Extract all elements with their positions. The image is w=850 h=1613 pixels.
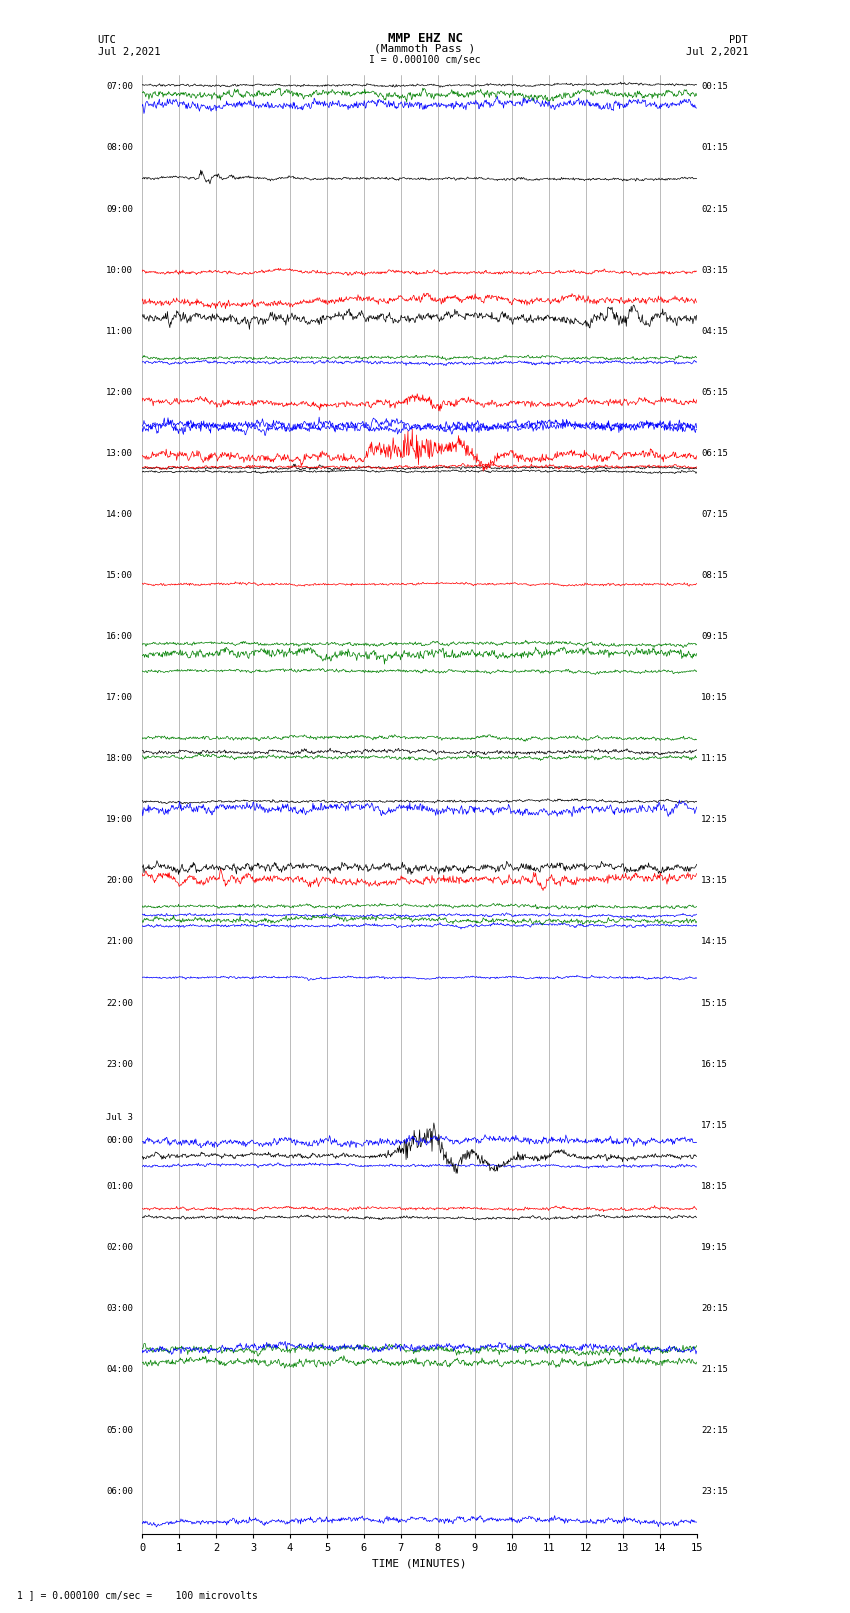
- Text: (Mammoth Pass ): (Mammoth Pass ): [374, 44, 476, 53]
- Text: Jul 2,2021: Jul 2,2021: [98, 47, 161, 56]
- Text: 16:00: 16:00: [106, 632, 133, 640]
- Text: 17:15: 17:15: [701, 1121, 728, 1129]
- Text: 11:15: 11:15: [701, 755, 728, 763]
- Text: 14:00: 14:00: [106, 510, 133, 519]
- Text: 20:15: 20:15: [701, 1303, 728, 1313]
- Text: 03:00: 03:00: [106, 1303, 133, 1313]
- Text: 22:15: 22:15: [701, 1426, 728, 1436]
- Text: 14:15: 14:15: [701, 937, 728, 947]
- Text: 02:00: 02:00: [106, 1244, 133, 1252]
- Text: 12:15: 12:15: [701, 815, 728, 824]
- Text: 19:00: 19:00: [106, 815, 133, 824]
- Text: 01:00: 01:00: [106, 1182, 133, 1190]
- Text: 07:15: 07:15: [701, 510, 728, 519]
- Text: 18:15: 18:15: [701, 1182, 728, 1190]
- Text: 04:15: 04:15: [701, 327, 728, 336]
- Text: 15:00: 15:00: [106, 571, 133, 581]
- Text: 10:00: 10:00: [106, 266, 133, 274]
- Text: 08:15: 08:15: [701, 571, 728, 581]
- Text: 10:15: 10:15: [701, 694, 728, 702]
- Text: 02:15: 02:15: [701, 205, 728, 213]
- Text: 23:00: 23:00: [106, 1060, 133, 1068]
- Text: 00:15: 00:15: [701, 82, 728, 92]
- Text: Jul 2,2021: Jul 2,2021: [685, 47, 748, 56]
- Text: 17:00: 17:00: [106, 694, 133, 702]
- Text: 1 ] = 0.000100 cm/sec =    100 microvolts: 1 ] = 0.000100 cm/sec = 100 microvolts: [17, 1590, 258, 1600]
- Text: UTC: UTC: [98, 35, 116, 45]
- X-axis label: TIME (MINUTES): TIME (MINUTES): [372, 1560, 467, 1569]
- Text: 15:15: 15:15: [701, 998, 728, 1008]
- Text: 04:00: 04:00: [106, 1365, 133, 1374]
- Text: PDT: PDT: [729, 35, 748, 45]
- Text: 20:00: 20:00: [106, 876, 133, 886]
- Text: 16:15: 16:15: [701, 1060, 728, 1068]
- Text: 21:15: 21:15: [701, 1365, 728, 1374]
- Text: 05:00: 05:00: [106, 1426, 133, 1436]
- Text: 21:00: 21:00: [106, 937, 133, 947]
- Text: 01:15: 01:15: [701, 144, 728, 153]
- Text: MMP EHZ NC: MMP EHZ NC: [388, 32, 462, 45]
- Text: 18:00: 18:00: [106, 755, 133, 763]
- Text: 09:15: 09:15: [701, 632, 728, 640]
- Text: 06:00: 06:00: [106, 1487, 133, 1497]
- Text: 11:00: 11:00: [106, 327, 133, 336]
- Text: I = 0.000100 cm/sec: I = 0.000100 cm/sec: [369, 55, 481, 65]
- Text: 22:00: 22:00: [106, 998, 133, 1008]
- Text: Jul 3: Jul 3: [106, 1113, 133, 1123]
- Text: 07:00: 07:00: [106, 82, 133, 92]
- Text: 13:00: 13:00: [106, 448, 133, 458]
- Text: 08:00: 08:00: [106, 144, 133, 153]
- Text: 03:15: 03:15: [701, 266, 728, 274]
- Text: 23:15: 23:15: [701, 1487, 728, 1497]
- Text: 12:00: 12:00: [106, 387, 133, 397]
- Text: 09:00: 09:00: [106, 205, 133, 213]
- Text: 13:15: 13:15: [701, 876, 728, 886]
- Text: 19:15: 19:15: [701, 1244, 728, 1252]
- Text: 05:15: 05:15: [701, 387, 728, 397]
- Text: 00:00: 00:00: [106, 1136, 133, 1145]
- Text: 06:15: 06:15: [701, 448, 728, 458]
